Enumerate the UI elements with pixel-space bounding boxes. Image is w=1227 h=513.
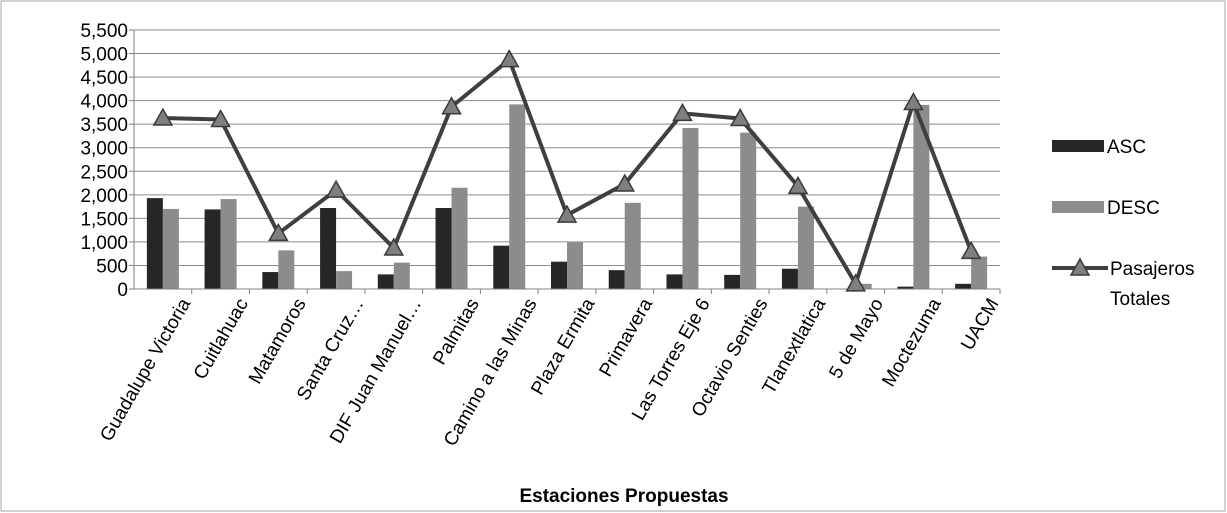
total-point-marker [845, 273, 866, 292]
bar-desc [509, 104, 526, 290]
bar-desc [971, 256, 988, 289]
bar-desc [336, 271, 353, 289]
total-point-marker [268, 222, 289, 242]
total-point-marker [787, 175, 809, 195]
y-tick-label: 5,000 [80, 45, 128, 66]
legend-swatch-asc [1052, 140, 1104, 152]
bar-asc [781, 268, 798, 289]
y-tick-label: 3,000 [80, 139, 128, 160]
y-tick-label: 5,500 [80, 21, 128, 42]
bar-asc [724, 274, 741, 289]
bar-asc [320, 208, 337, 289]
legend-label: Pasajeros [1110, 259, 1195, 280]
bar-asc [204, 209, 221, 289]
bars [146, 104, 1001, 294]
total-point-marker [556, 204, 578, 223]
bar-desc [393, 262, 410, 289]
total-point-marker [498, 49, 520, 68]
legend: ASC DESC Pasajeros Totales [1052, 137, 1195, 310]
bar-desc [682, 127, 699, 289]
legend-label: ASC [1107, 137, 1146, 158]
total-point-marker [383, 237, 405, 256]
bar-asc [377, 274, 394, 289]
bar-desc [797, 206, 814, 289]
bar-asc [551, 261, 567, 289]
y-tick-label: 1,500 [80, 209, 128, 230]
total-point-marker [441, 96, 462, 115]
bar-desc [624, 202, 641, 289]
bar-asc [262, 272, 279, 289]
total-point-marker [614, 173, 636, 192]
total-point-marker [903, 91, 924, 111]
bar-asc [146, 198, 163, 289]
bar-asc [955, 283, 972, 289]
bar-desc [451, 187, 468, 289]
bar-asc [493, 245, 510, 289]
bar-desc [740, 132, 757, 289]
y-tick-label: 3,500 [80, 115, 128, 136]
y-tick-label: 4,000 [80, 92, 128, 113]
bar-desc [220, 199, 237, 289]
x-axis-title: Estaciones Propuestas [519, 486, 728, 507]
bar-desc [278, 250, 295, 289]
bar-desc [855, 283, 872, 289]
y-tick-label: 0 [117, 280, 128, 301]
legend-swatch-desc [1052, 201, 1104, 213]
bar-asc [897, 286, 914, 289]
bar-desc [162, 208, 179, 289]
total-point-marker [960, 240, 982, 260]
y-tick-label: 4,500 [80, 68, 128, 89]
bar-desc [567, 242, 583, 289]
legend-label: Totales [1110, 289, 1170, 310]
y-tick-label: 1,000 [80, 233, 128, 254]
total-point-marker [152, 107, 174, 126]
bar-desc [913, 104, 930, 289]
bar-asc [666, 274, 683, 289]
legend-marker [1069, 257, 1091, 276]
y-tick-label: 500 [96, 256, 128, 277]
bar-asc [435, 208, 452, 289]
y-tick-label: 2,000 [80, 186, 128, 207]
total-point-marker [729, 108, 751, 127]
total-point-marker [672, 102, 693, 122]
total-line [152, 49, 982, 292]
bar-asc [608, 270, 625, 289]
total-point-marker [210, 108, 231, 128]
y-tick-label: 2,500 [80, 162, 128, 183]
legend-label: DESC [1107, 198, 1160, 219]
total-point-marker [325, 179, 347, 198]
